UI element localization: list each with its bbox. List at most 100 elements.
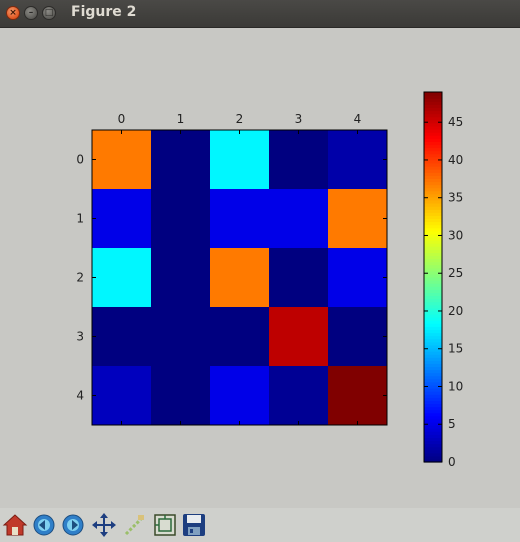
heatmap-cell bbox=[210, 189, 269, 248]
colorbar-segment bbox=[424, 434, 442, 438]
colorbar-segment bbox=[424, 458, 442, 463]
colorbar-segment bbox=[424, 335, 442, 340]
y-tick-label: 0 bbox=[76, 153, 84, 167]
colorbar-segment bbox=[424, 215, 442, 220]
colorbar-segment bbox=[424, 280, 442, 284]
heatmap-cell bbox=[269, 366, 328, 425]
heatmap-cell bbox=[269, 130, 328, 189]
home-button[interactable] bbox=[2, 512, 28, 538]
colorbar-segment bbox=[424, 178, 442, 183]
colorbar-segment bbox=[424, 347, 442, 352]
colorbar-segment bbox=[424, 403, 442, 408]
colorbar-segment bbox=[424, 135, 442, 139]
heatmap-cell bbox=[92, 189, 151, 248]
colorbar-segment bbox=[424, 129, 442, 133]
back-button[interactable] bbox=[31, 512, 57, 538]
colorbar-segment bbox=[424, 301, 442, 306]
heatmap-cell bbox=[210, 366, 269, 425]
colorbar-segment bbox=[424, 261, 442, 266]
configure-subplots-button[interactable] bbox=[152, 512, 178, 538]
colorbar-segment bbox=[424, 354, 442, 358]
colorbar-segment bbox=[424, 125, 442, 130]
x-tick-label: 4 bbox=[354, 112, 362, 126]
heatmap-cell bbox=[210, 130, 269, 189]
colorbar-segment bbox=[424, 273, 442, 278]
colorbar-segment bbox=[424, 437, 442, 442]
colorbar-tick-label: 15 bbox=[448, 342, 463, 356]
colorbar-segment bbox=[424, 144, 442, 149]
colorbar-segment bbox=[424, 455, 442, 460]
colorbar-tick-label: 10 bbox=[448, 379, 463, 393]
colorbar-segment bbox=[424, 119, 442, 124]
colorbar-segment bbox=[424, 292, 442, 297]
colorbar-segment bbox=[424, 230, 442, 235]
minimize-icon: – bbox=[28, 8, 34, 18]
colorbar-segment bbox=[424, 190, 442, 195]
colorbar-segment bbox=[424, 101, 442, 105]
heatmap-cell bbox=[151, 130, 210, 189]
colorbar-segment bbox=[424, 227, 442, 232]
window-title: Figure 2 bbox=[71, 4, 137, 20]
colorbar-segment bbox=[424, 286, 442, 290]
minimize-window-button[interactable]: – bbox=[24, 6, 38, 20]
colorbar-segment bbox=[424, 159, 442, 164]
colorbar-segment bbox=[424, 236, 442, 241]
colorbar-segment bbox=[424, 166, 442, 170]
zoom-button[interactable] bbox=[122, 512, 148, 538]
colorbar-segment bbox=[424, 421, 442, 426]
colorbar-segment bbox=[424, 372, 442, 377]
colorbar-segment bbox=[424, 203, 442, 207]
colorbar-segment bbox=[424, 104, 442, 109]
maximize-window-button[interactable]: □ bbox=[42, 6, 56, 20]
colorbar-segment bbox=[424, 357, 442, 361]
colorbar-segment bbox=[424, 92, 442, 96]
colorbar-tick-label: 25 bbox=[448, 266, 463, 280]
colorbar-segment bbox=[424, 175, 442, 179]
heatmap-cell bbox=[210, 307, 269, 366]
heatmap-cell bbox=[328, 248, 387, 307]
colorbar-tick-label: 0 bbox=[448, 455, 456, 469]
colorbar-segment bbox=[424, 221, 442, 226]
colorbar-segment bbox=[424, 446, 442, 451]
colorbar-tick-label: 45 bbox=[448, 115, 463, 129]
colorbar-segment bbox=[424, 388, 442, 392]
forward-button[interactable] bbox=[60, 512, 86, 538]
home-icon bbox=[2, 514, 28, 536]
colorbar-segment bbox=[424, 314, 442, 318]
heatmap-cell bbox=[92, 248, 151, 307]
colorbar-segment bbox=[424, 310, 442, 315]
heatmap-cell bbox=[269, 189, 328, 248]
y-tick-label: 4 bbox=[76, 389, 84, 403]
colorbar-segment bbox=[424, 378, 442, 383]
heatmap-cell bbox=[151, 307, 210, 366]
heatmap-cell bbox=[210, 248, 269, 307]
colorbar-segment bbox=[424, 452, 442, 457]
colorbar-segment bbox=[424, 252, 442, 257]
colorbar-segment bbox=[424, 169, 442, 173]
x-tick-label: 1 bbox=[177, 112, 185, 126]
save-button[interactable] bbox=[181, 512, 207, 538]
close-window-button[interactable]: × bbox=[6, 6, 20, 20]
colorbar-segment bbox=[424, 431, 442, 435]
maximize-icon: □ bbox=[44, 8, 54, 18]
colorbar-segment bbox=[424, 255, 442, 260]
colorbar-tick-label: 5 bbox=[448, 417, 456, 431]
colorbar-segment bbox=[424, 341, 442, 346]
colorbar-segment bbox=[424, 233, 442, 238]
colorbar-segment bbox=[424, 295, 442, 300]
heatmap-cell bbox=[328, 307, 387, 366]
colorbar-segment bbox=[424, 98, 442, 102]
colorbar-segment bbox=[424, 329, 442, 334]
colorbar-tick-label: 20 bbox=[448, 304, 463, 318]
y-tick-label: 2 bbox=[76, 271, 84, 285]
x-tick-label: 3 bbox=[295, 112, 303, 126]
colorbar-segment bbox=[424, 267, 442, 272]
colorbar-segment bbox=[424, 320, 442, 324]
colorbar-segment bbox=[424, 181, 442, 186]
colorbar-segment bbox=[424, 209, 442, 213]
colorbar-segment bbox=[424, 317, 442, 321]
colorbar-segment bbox=[424, 418, 442, 423]
x-tick-label: 0 bbox=[118, 112, 126, 126]
pan-button[interactable] bbox=[91, 512, 117, 538]
